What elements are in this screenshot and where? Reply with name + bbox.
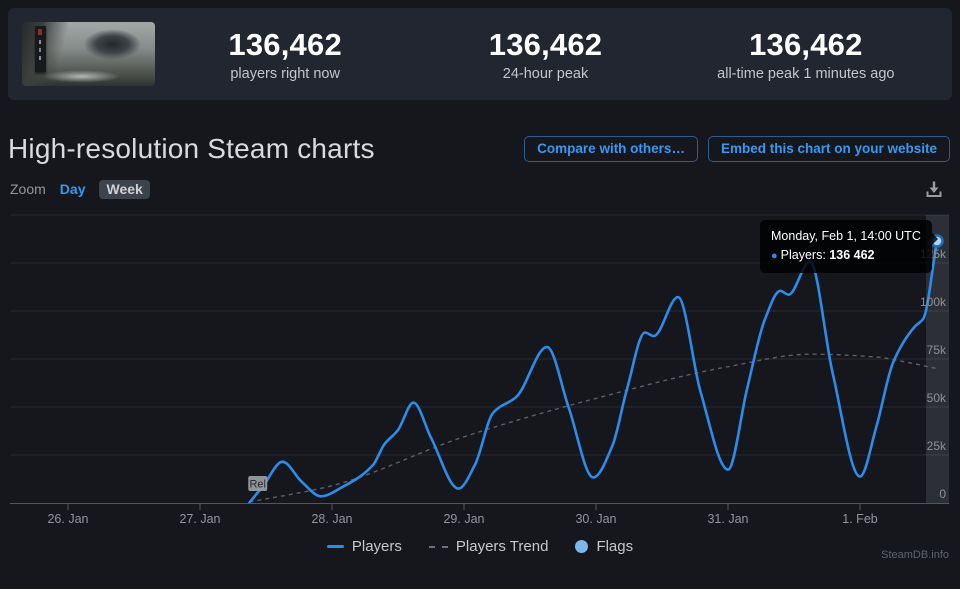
zoom-day-button[interactable]: Day [59,181,86,197]
stat-alltime-peak: 136,462 all-time peak 1 minutes ago [676,27,936,82]
svg-text:125k: 125k [920,247,947,261]
svg-text:30. Jan: 30. Jan [575,512,616,526]
svg-text:29. Jan: 29. Jan [443,512,484,526]
svg-text:31. Jan: 31. Jan [707,512,748,526]
zoom-toolbar: Zoom Day Week [0,178,960,200]
stats-panel: 136,462 players right now 136,462 24-hou… [8,8,952,100]
game-capsule-image[interactable] [22,22,155,86]
trend-dash-swatch-icon [428,545,448,548]
players-line-swatch-icon [326,545,344,548]
legend-item-flags[interactable]: Flags [575,538,633,555]
compare-button[interactable]: Compare with others… [524,136,698,162]
chart-legend: Players Players Trend Flags [0,538,960,555]
embed-button[interactable]: Embed this chart on your website [707,136,950,162]
svg-text:50k: 50k [927,391,947,405]
zoom-week-button[interactable]: Week [99,179,150,199]
players-chart[interactable]: Rel 0 25k 50k 75k 100k 125k 26. Jan 27. Jan 28. J… [0,200,960,535]
legend-flags-label: Flags [596,538,634,555]
stat-current-players: 136,462 players right now [155,27,415,82]
zoom-label: Zoom [10,181,46,197]
svg-text:100k: 100k [920,295,947,309]
page-title: High-resolution Steam charts [8,133,375,164]
alltime-peak-label: all-time peak 1 minutes ago [717,65,895,82]
svg-text:Rel: Rel [249,479,266,491]
flags-circle-swatch-icon [575,540,589,553]
svg-text:26. Jan: 26. Jan [47,512,88,526]
stat-24h-peak: 136,462 24-hour peak [415,27,675,82]
steamdb-watermark: SteamDB.info [881,549,949,561]
download-chart-button[interactable] [922,178,946,200]
legend-item-players[interactable]: Players [326,538,402,555]
alltime-peak-value: 136,462 [749,26,863,62]
legend-players-label: Players [351,538,402,555]
current-players-value: 136,462 [228,26,342,62]
legend-trend-label: Players Trend [455,538,549,555]
download-icon [926,181,942,197]
current-players-label: players right now [230,65,340,82]
header-buttons: Compare with others… Embed this chart on… [524,136,950,162]
svg-text:28. Jan: 28. Jan [311,512,352,526]
svg-text:0: 0 [939,487,946,501]
hovered-point-marker [930,234,944,248]
release-flag: Rel [248,476,268,491]
svg-text:27. Jan: 27. Jan [179,512,220,526]
chart-area: Rel 0 25k 50k 75k 100k 125k 26. Jan 27. Jan 28. J… [0,200,960,581]
section-header: High-resolution Steam charts Compare wit… [0,130,960,168]
svg-text:1. Feb: 1. Feb [842,512,877,526]
peak-24h-label: 24-hour peak [502,65,589,82]
svg-text:75k: 75k [927,343,947,357]
legend-item-players-trend[interactable]: Players Trend [428,538,549,555]
peak-24h-value: 136,462 [488,26,603,62]
svg-text:25k: 25k [927,439,947,453]
